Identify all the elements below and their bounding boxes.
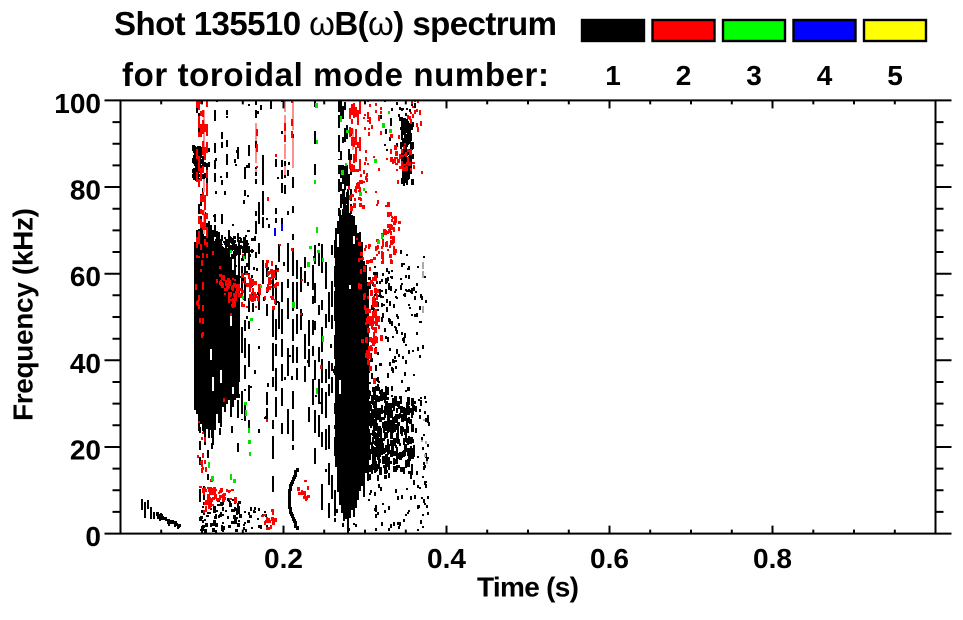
svg-text:0.4: 0.4: [427, 543, 466, 574]
svg-text:1: 1: [605, 60, 621, 91]
svg-text:Time (s): Time (s): [477, 572, 579, 603]
svg-text:40: 40: [70, 348, 101, 379]
svg-text:100: 100: [54, 88, 101, 119]
svg-text:0.2: 0.2: [264, 543, 303, 574]
svg-text:Frequency (kHz): Frequency (kHz): [8, 208, 39, 421]
svg-text:0: 0: [85, 521, 101, 552]
svg-text:2: 2: [676, 60, 692, 91]
svg-text:20: 20: [70, 435, 101, 466]
svg-text:Shot 135510 ωB(ω) spectrum: Shot 135510 ωB(ω) spectrum: [114, 5, 557, 42]
svg-text:80: 80: [70, 175, 101, 206]
svg-text:60: 60: [70, 261, 101, 292]
svg-text:5: 5: [887, 60, 903, 91]
svg-text:for toroidal mode number:: for toroidal mode number:: [122, 56, 549, 93]
svg-text:3: 3: [746, 60, 762, 91]
svg-text:4: 4: [817, 60, 833, 91]
svg-text:0.8: 0.8: [753, 543, 792, 574]
svg-text:0.6: 0.6: [590, 543, 629, 574]
